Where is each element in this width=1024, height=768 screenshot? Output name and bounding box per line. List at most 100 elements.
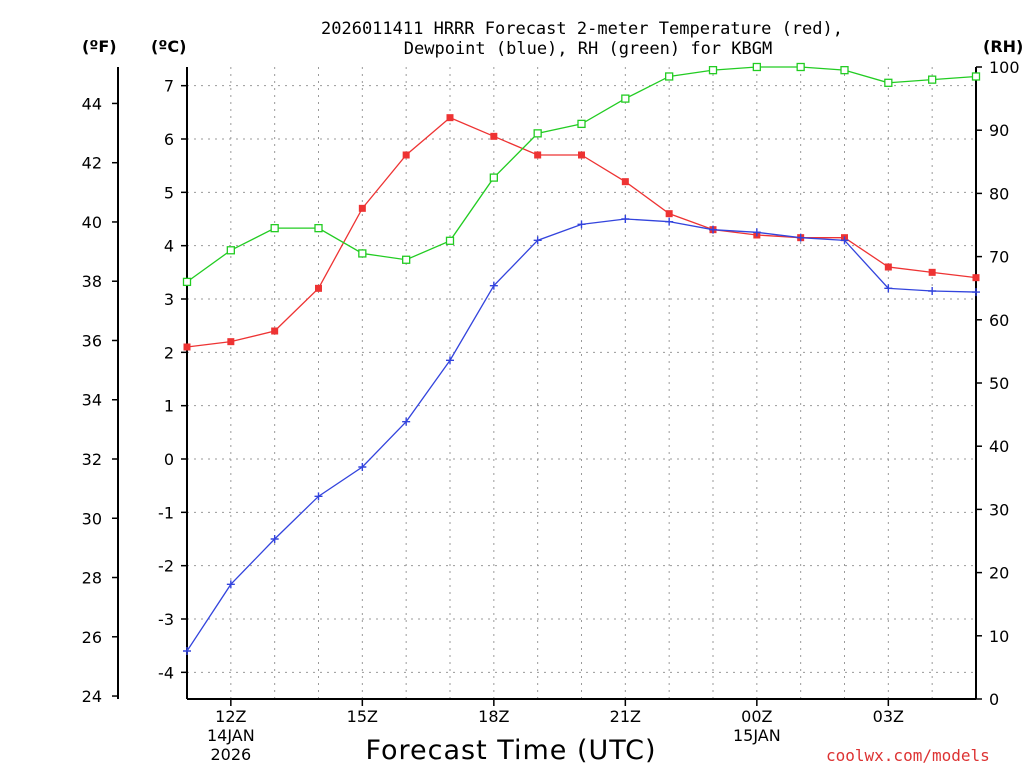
rh-series (182, 62, 981, 287)
fahrenheit-tick-label: 24 (82, 687, 102, 706)
temperature-point (271, 327, 279, 335)
temperature-point (884, 263, 892, 271)
dewpoint-point (928, 287, 937, 295)
fahrenheit-tick-label: 26 (82, 628, 102, 647)
dewpoint-point (709, 225, 717, 234)
temperature-point (402, 151, 410, 159)
dewpoint-point (621, 215, 630, 223)
celsius-tick-label: -2 (158, 557, 174, 576)
celsius-tick-labels: -4 -3 -2 -1 0 1 2 3 4 5 6 7 (158, 77, 187, 682)
temperature-point (227, 338, 235, 346)
fahrenheit-tick-label: 28 (82, 569, 102, 588)
rh-tick-label: 90 (989, 121, 1009, 140)
rh-unit-label: (RH) (983, 37, 1023, 56)
rh-point (665, 72, 674, 81)
dewpoint-point (665, 217, 674, 226)
dewpoint-series (183, 215, 980, 655)
rh-point (270, 224, 279, 233)
dewpoint-point (752, 228, 761, 237)
celsius-tick-label: -3 (158, 610, 174, 629)
celsius-tick-label: -4 (158, 663, 174, 682)
dewpoint-point (796, 233, 805, 242)
rh-point (621, 94, 630, 103)
rh-point (226, 246, 235, 255)
rh-point (884, 78, 893, 87)
celsius-tick-label: -1 (158, 503, 174, 522)
dewpoint-point (358, 463, 367, 471)
rh-point (928, 75, 937, 84)
dewpoint-point (533, 236, 542, 245)
rh-point (533, 129, 542, 138)
rh-tick-label: 40 (989, 437, 1009, 456)
x-axis-label: Forecast Time (UTC) (365, 735, 656, 766)
fahrenheit-tick-labels: 24 26 28 30 32 34 36 38 40 42 44 (82, 94, 118, 706)
rh-tick-label: 60 (989, 311, 1009, 330)
temperature-point (621, 178, 629, 186)
time-tick-date-label: 2026 (210, 745, 251, 764)
celsius-tick-label: 3 (164, 290, 174, 309)
rh-tick-label: 50 (989, 374, 1009, 393)
rh-tick-label: 10 (989, 627, 1009, 646)
temperature-point (315, 284, 322, 292)
fahrenheit-tick-label: 32 (82, 450, 102, 469)
grid-lines (187, 67, 976, 699)
time-tick-label: 21Z (610, 707, 641, 726)
temperature-point (358, 204, 366, 212)
temperature-point (183, 343, 191, 351)
rh-point (796, 62, 805, 72)
fahrenheit-tick-label: 44 (82, 94, 102, 113)
temperature-point (490, 132, 498, 140)
dewpoint-point (577, 220, 586, 229)
rh-point (182, 277, 192, 287)
rh-tick-label: 100 (989, 58, 1020, 77)
celsius-tick-label: 7 (164, 77, 174, 96)
dewpoint-point (884, 284, 893, 293)
rh-point (314, 224, 323, 233)
dewpoint-point (183, 647, 191, 655)
celsius-tick-label: 6 (164, 130, 174, 149)
celsius-unit-label: (ºC) (151, 37, 186, 56)
celsius-tick-label: 5 (164, 183, 174, 202)
dewpoint-point (972, 288, 980, 297)
series-layer (182, 62, 981, 655)
time-tick-label: 18Z (478, 707, 509, 726)
rh-point (489, 173, 498, 182)
time-tick-label: 12Z (215, 707, 246, 726)
chart-title-line-2: Dewpoint (blue), RH (green) for KBGM (404, 39, 772, 59)
time-tick-label: 00Z (741, 707, 772, 726)
fahrenheit-tick-label: 36 (82, 331, 102, 350)
dewpoint-point (226, 580, 235, 589)
temperature-point (928, 268, 936, 276)
credit-label: coolwx.com/models (826, 746, 990, 765)
rh-point (445, 236, 455, 245)
celsius-tick-label: 1 (164, 397, 174, 416)
dewpoint-point (489, 281, 498, 290)
temperature-point (446, 114, 454, 122)
temperature-point (972, 274, 980, 282)
dewpoint-point (314, 492, 323, 501)
temperature-series (183, 114, 980, 351)
dewpoint-point (402, 417, 411, 426)
rh-tick-label: 20 (989, 564, 1009, 583)
time-tick-date-label: 15JAN (733, 726, 781, 745)
rh-point (971, 72, 981, 81)
rh-point (577, 119, 586, 129)
temperature-point (665, 210, 673, 218)
rh-tick-labels: 0 10 20 30 40 50 60 70 80 90 100 (976, 58, 1020, 709)
rh-point (402, 255, 411, 264)
time-tick-label: 15Z (347, 707, 378, 726)
time-tick-date-label: 14JAN (207, 726, 255, 745)
celsius-tick-label: 4 (164, 237, 174, 256)
fahrenheit-tick-label: 34 (82, 391, 102, 410)
temperature-point (534, 151, 542, 159)
axes (117, 67, 977, 700)
temperature-point (578, 151, 585, 159)
rh-point (752, 62, 761, 72)
fahrenheit-tick-label: 30 (82, 509, 102, 528)
rh-point (358, 249, 367, 258)
rh-tick-label: 30 (989, 500, 1009, 519)
celsius-tick-label: 2 (164, 343, 174, 362)
dewpoint-point (270, 535, 279, 543)
